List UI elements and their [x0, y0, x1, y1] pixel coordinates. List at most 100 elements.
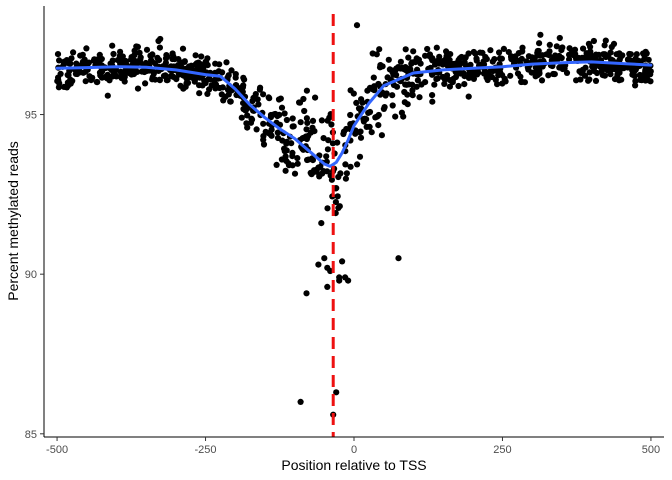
data-point	[444, 63, 451, 70]
data-point	[224, 86, 232, 93]
data-point	[328, 121, 335, 128]
data-point	[315, 261, 322, 268]
data-point	[324, 283, 331, 290]
data-point	[455, 82, 462, 90]
x-axis-ticks: -500 -250 0 250 500	[46, 437, 660, 456]
data-point	[371, 87, 378, 94]
data-point	[324, 117, 331, 124]
data-point	[151, 60, 158, 67]
data-point	[281, 110, 288, 117]
data-point	[407, 66, 414, 73]
data-point	[323, 153, 330, 160]
data-point	[416, 94, 423, 101]
data-point	[268, 126, 275, 133]
data-point	[484, 76, 491, 84]
data-point	[517, 73, 524, 80]
data-point	[553, 43, 560, 50]
data-point	[402, 81, 409, 88]
data-point	[242, 107, 249, 114]
data-point	[550, 70, 557, 78]
data-point	[470, 48, 477, 56]
data-point	[273, 161, 280, 168]
data-point	[465, 93, 472, 100]
data-point	[303, 290, 310, 297]
data-point	[274, 129, 281, 136]
data-point	[640, 50, 647, 57]
data-point	[121, 78, 128, 85]
data-point	[244, 112, 251, 119]
x-tick-label: 500	[642, 444, 660, 456]
data-point	[632, 82, 639, 89]
data-point	[435, 60, 443, 67]
data-point	[113, 73, 120, 80]
data-point	[610, 40, 618, 48]
data-point	[79, 51, 86, 58]
data-point	[89, 74, 96, 81]
data-point	[186, 63, 193, 70]
y-tick-label: 85	[25, 429, 37, 441]
data-point	[447, 51, 454, 58]
data-point	[389, 92, 396, 99]
data-point	[164, 77, 171, 84]
data-point	[358, 96, 365, 103]
data-point	[309, 169, 316, 176]
data-point	[491, 56, 498, 63]
data-point	[253, 126, 260, 133]
x-tick-label: 250	[493, 444, 511, 456]
data-point	[228, 67, 235, 74]
data-point	[303, 126, 310, 133]
data-point	[110, 50, 117, 58]
data-point	[347, 111, 354, 119]
data-point	[587, 48, 594, 55]
data-point	[446, 83, 453, 90]
data-point	[85, 59, 92, 66]
data-point	[315, 164, 322, 171]
data-point	[196, 90, 203, 97]
data-point	[282, 167, 289, 174]
data-point	[602, 62, 609, 69]
data-point	[63, 57, 70, 64]
data-point	[345, 277, 352, 284]
data-point	[372, 114, 379, 121]
data-point	[142, 80, 149, 87]
data-point	[378, 132, 385, 139]
data-point	[580, 45, 587, 52]
data-point	[212, 82, 219, 89]
data-point	[134, 85, 142, 92]
data-point	[368, 129, 375, 136]
data-point	[364, 87, 371, 94]
data-point	[536, 52, 544, 59]
data-point	[433, 76, 440, 83]
data-point	[274, 134, 282, 142]
data-point	[68, 55, 75, 62]
data-point	[109, 42, 116, 49]
data-point	[309, 124, 316, 131]
data-point	[80, 69, 87, 76]
data-point	[200, 65, 207, 72]
data-point	[291, 170, 299, 177]
data-point	[357, 134, 365, 141]
data-point	[277, 95, 284, 102]
data-point	[509, 57, 517, 64]
data-point	[642, 68, 649, 75]
data-point	[424, 45, 431, 53]
data-point	[55, 74, 62, 81]
data-point	[591, 54, 598, 61]
data-point	[487, 47, 494, 54]
data-point	[352, 130, 359, 137]
data-point	[386, 66, 393, 73]
data-point	[175, 62, 182, 69]
data-point	[401, 99, 408, 106]
data-point	[155, 37, 162, 45]
data-point	[268, 132, 275, 139]
data-point	[633, 51, 640, 58]
data-point	[375, 122, 382, 129]
data-point	[620, 65, 627, 72]
data-point	[537, 31, 544, 38]
data-point	[384, 74, 391, 81]
data-point	[536, 40, 543, 47]
y-axis-ticks: 85 90 95	[25, 110, 44, 441]
data-point	[260, 141, 268, 148]
data-point	[198, 53, 205, 60]
data-point	[294, 160, 301, 167]
